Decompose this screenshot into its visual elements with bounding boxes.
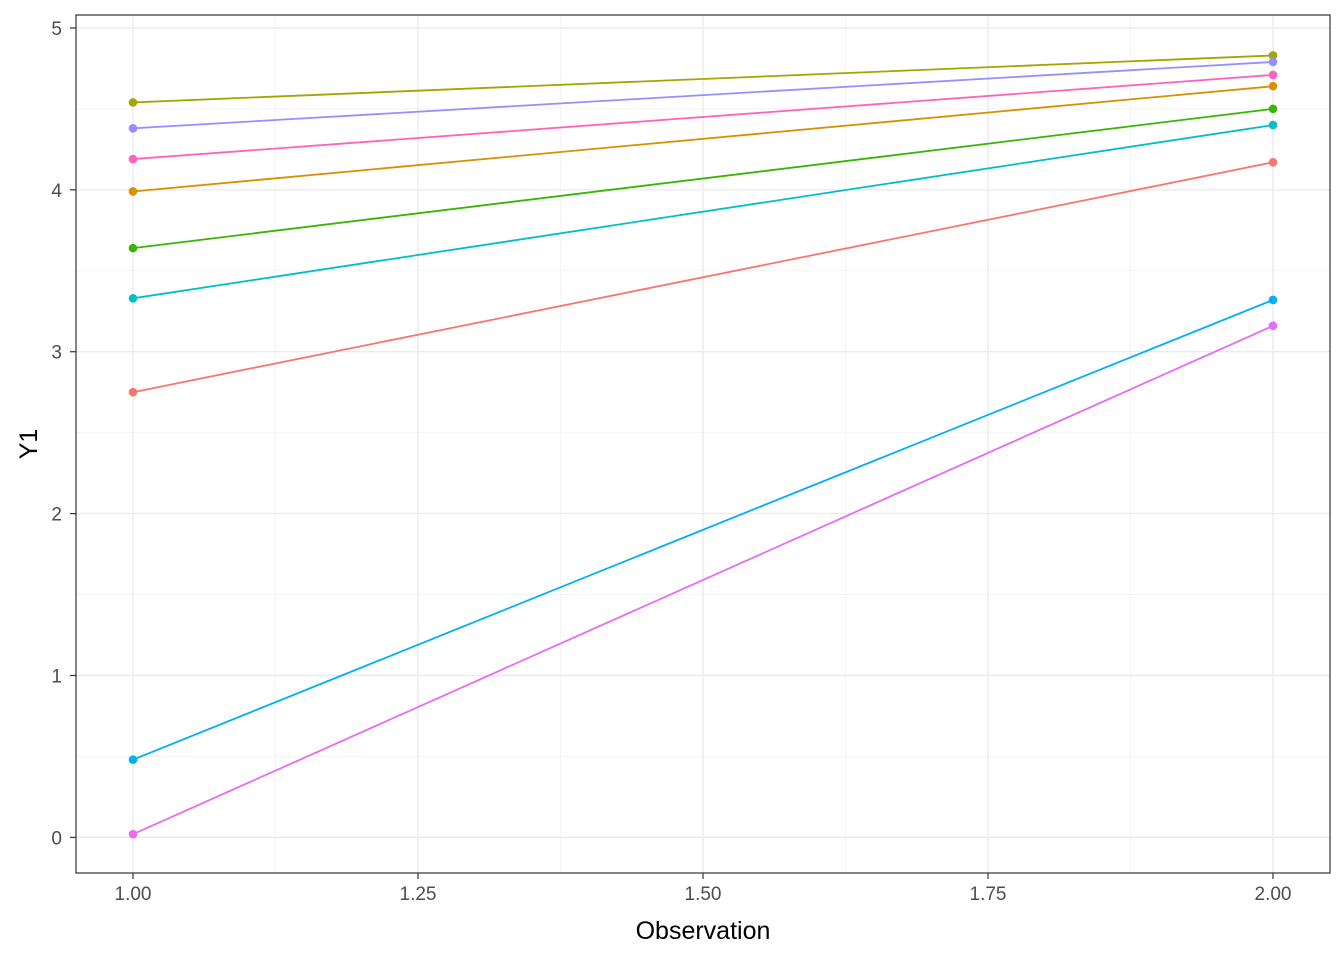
data-point-series-8: [128, 829, 138, 839]
grid-layer: [76, 15, 1330, 873]
series-line-1: [132, 161, 1274, 394]
x-tick-label: 1.00: [115, 884, 152, 905]
series-line-2: [132, 85, 1274, 193]
axis-layer: 1.00 1.25 1.50 1.75 2.00 0 1 2 3 4 5: [51, 19, 1291, 905]
series-line-7: [132, 61, 1274, 130]
data-point-series-3: [128, 98, 138, 107]
series-line-5: [132, 124, 1274, 300]
x-tick-label: 1.25: [400, 884, 437, 905]
x-tick-label: 1.50: [685, 884, 722, 905]
y-tick-label: 2: [51, 505, 62, 526]
x-tick-label: 1.75: [970, 884, 1007, 905]
series-layer: [128, 51, 1278, 839]
series-line-8: [132, 324, 1274, 835]
data-point-series-9: [1268, 70, 1278, 80]
series-line-9: [132, 74, 1274, 160]
data-point-series-2: [1268, 81, 1278, 91]
y-axis-title: Y1: [15, 429, 43, 460]
data-point-series-5: [128, 294, 138, 303]
data-point-series-7: [1268, 57, 1278, 67]
data-point-series-8: [1268, 321, 1278, 331]
data-point-series-9: [128, 154, 138, 164]
y-tick-label: 4: [51, 181, 62, 202]
x-axis-title: Observation: [636, 917, 771, 945]
y-tick-label: 5: [51, 19, 62, 40]
data-point-series-6: [128, 755, 138, 764]
y-tick-label: 1: [51, 666, 62, 687]
data-point-series-6: [1268, 295, 1278, 305]
y-tick-label: 3: [51, 343, 62, 364]
data-point-series-1: [1268, 158, 1278, 167]
data-point-series-1: [128, 387, 138, 397]
x-tick-label: 2.00: [1255, 884, 1292, 905]
data-point-series-3: [1268, 51, 1278, 60]
data-point-series-7: [128, 124, 138, 133]
data-point-series-2: [128, 187, 138, 196]
series-line-6: [132, 299, 1274, 761]
series-line-3: [132, 54, 1274, 104]
data-point-series-4: [1268, 104, 1278, 114]
y-tick-label: 0: [51, 828, 62, 849]
data-point-series-5: [1268, 120, 1278, 130]
series-line-4: [132, 107, 1274, 250]
data-point-series-4: [128, 243, 138, 253]
